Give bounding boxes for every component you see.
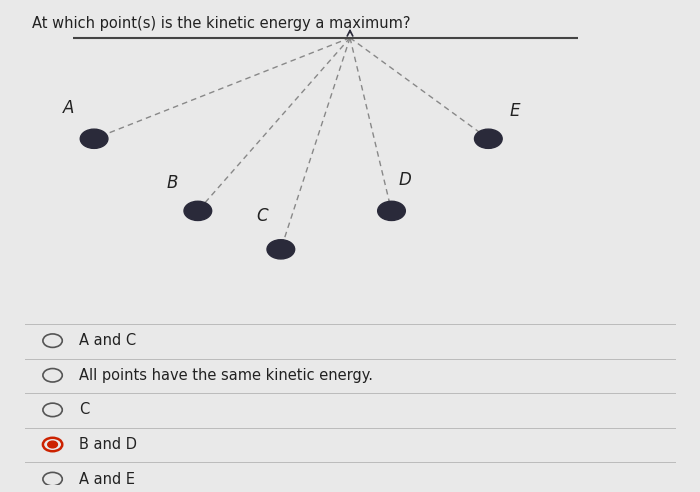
Text: A and E: A and E (79, 472, 135, 487)
Text: A: A (63, 99, 74, 117)
Text: E: E (509, 102, 519, 121)
Circle shape (378, 201, 405, 220)
Text: All points have the same kinetic energy.: All points have the same kinetic energy. (79, 368, 373, 383)
Text: C: C (79, 402, 89, 417)
Circle shape (184, 201, 211, 220)
Text: C: C (257, 207, 268, 225)
Circle shape (80, 129, 108, 149)
Text: B and D: B and D (79, 437, 137, 452)
Text: B: B (167, 174, 178, 192)
Text: At which point(s) is the kinetic energy a maximum?: At which point(s) is the kinetic energy … (32, 16, 410, 31)
Circle shape (48, 441, 57, 448)
Circle shape (475, 129, 502, 149)
Text: A and C: A and C (79, 333, 136, 348)
Text: D: D (398, 171, 411, 189)
Circle shape (267, 240, 295, 259)
